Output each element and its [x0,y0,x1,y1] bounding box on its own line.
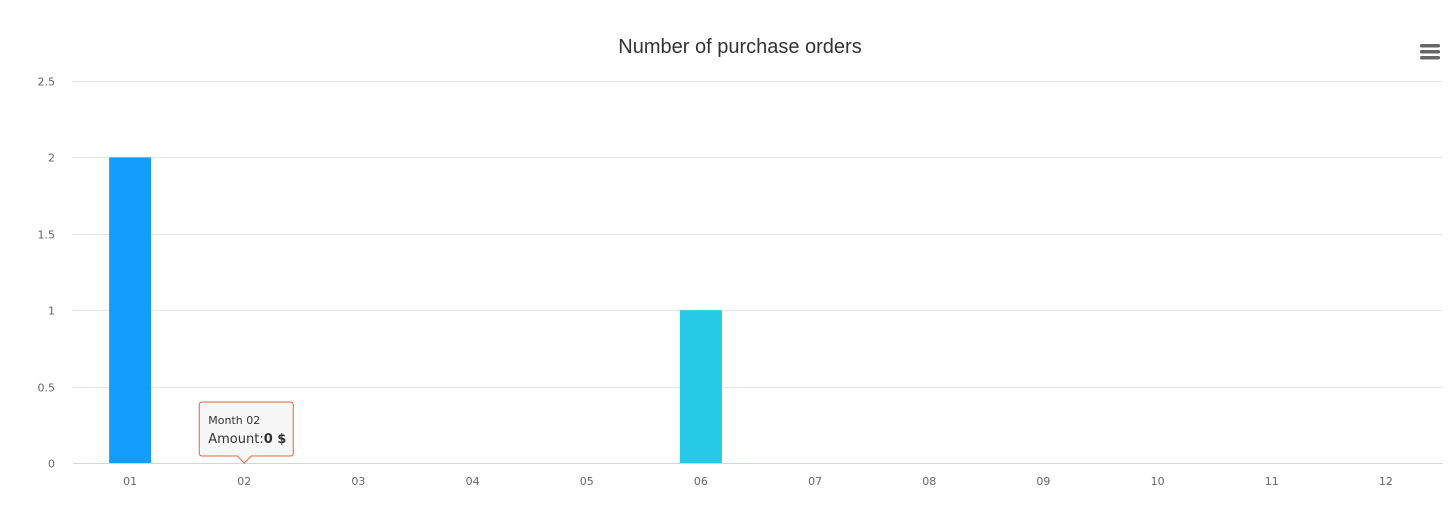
tooltip: Month 02 Amount:0 $ [198,401,294,464]
x-tick-label: 11 [1265,475,1279,488]
hamburger-menu-icon[interactable] [1420,44,1440,60]
x-tick-label: 09 [1036,475,1050,488]
y-tick-label: 1 [48,305,55,318]
y-tick-label: 0 [48,458,55,471]
x-tick-label: 03 [351,475,365,488]
x-tick-label: 07 [808,475,822,488]
y-tick-label: 0.5 [38,382,56,395]
bar[interactable] [679,310,722,463]
y-tick-label: 2.5 [38,76,56,89]
x-axis-labels: 01 02 03 04 05 06 07 08 09 10 11 12 [123,475,1393,488]
bar[interactable] [109,157,152,463]
x-tick-label: 10 [1151,475,1165,488]
x-tick-label: 06 [694,475,708,488]
y-axis-labels: 0 0.5 1 1.5 2 2.5 [38,76,56,471]
tooltip-box [198,401,294,464]
tooltip-amount-line: Amount:0 $ [208,432,286,447]
chart-title: Number of purchase orders [618,36,861,58]
tooltip-header: Month 02 [208,414,260,427]
chart-menu-button[interactable] [1414,40,1442,64]
x-tick-label: 08 [922,475,936,488]
tooltip-amount-value: 0 $ [264,432,287,447]
bar-series [109,157,722,463]
y-tick-label: 1.5 [38,229,56,242]
y-tick-label: 2 [48,152,55,165]
y-gridlines [73,81,1443,388]
x-tick-label: 02 [237,475,251,488]
tooltip-amount-label: Amount: [208,432,263,447]
x-tick-label: 12 [1379,475,1393,488]
x-tick-label: 05 [580,475,594,488]
x-tick-label: 01 [123,475,137,488]
x-tick-label: 04 [466,475,480,488]
